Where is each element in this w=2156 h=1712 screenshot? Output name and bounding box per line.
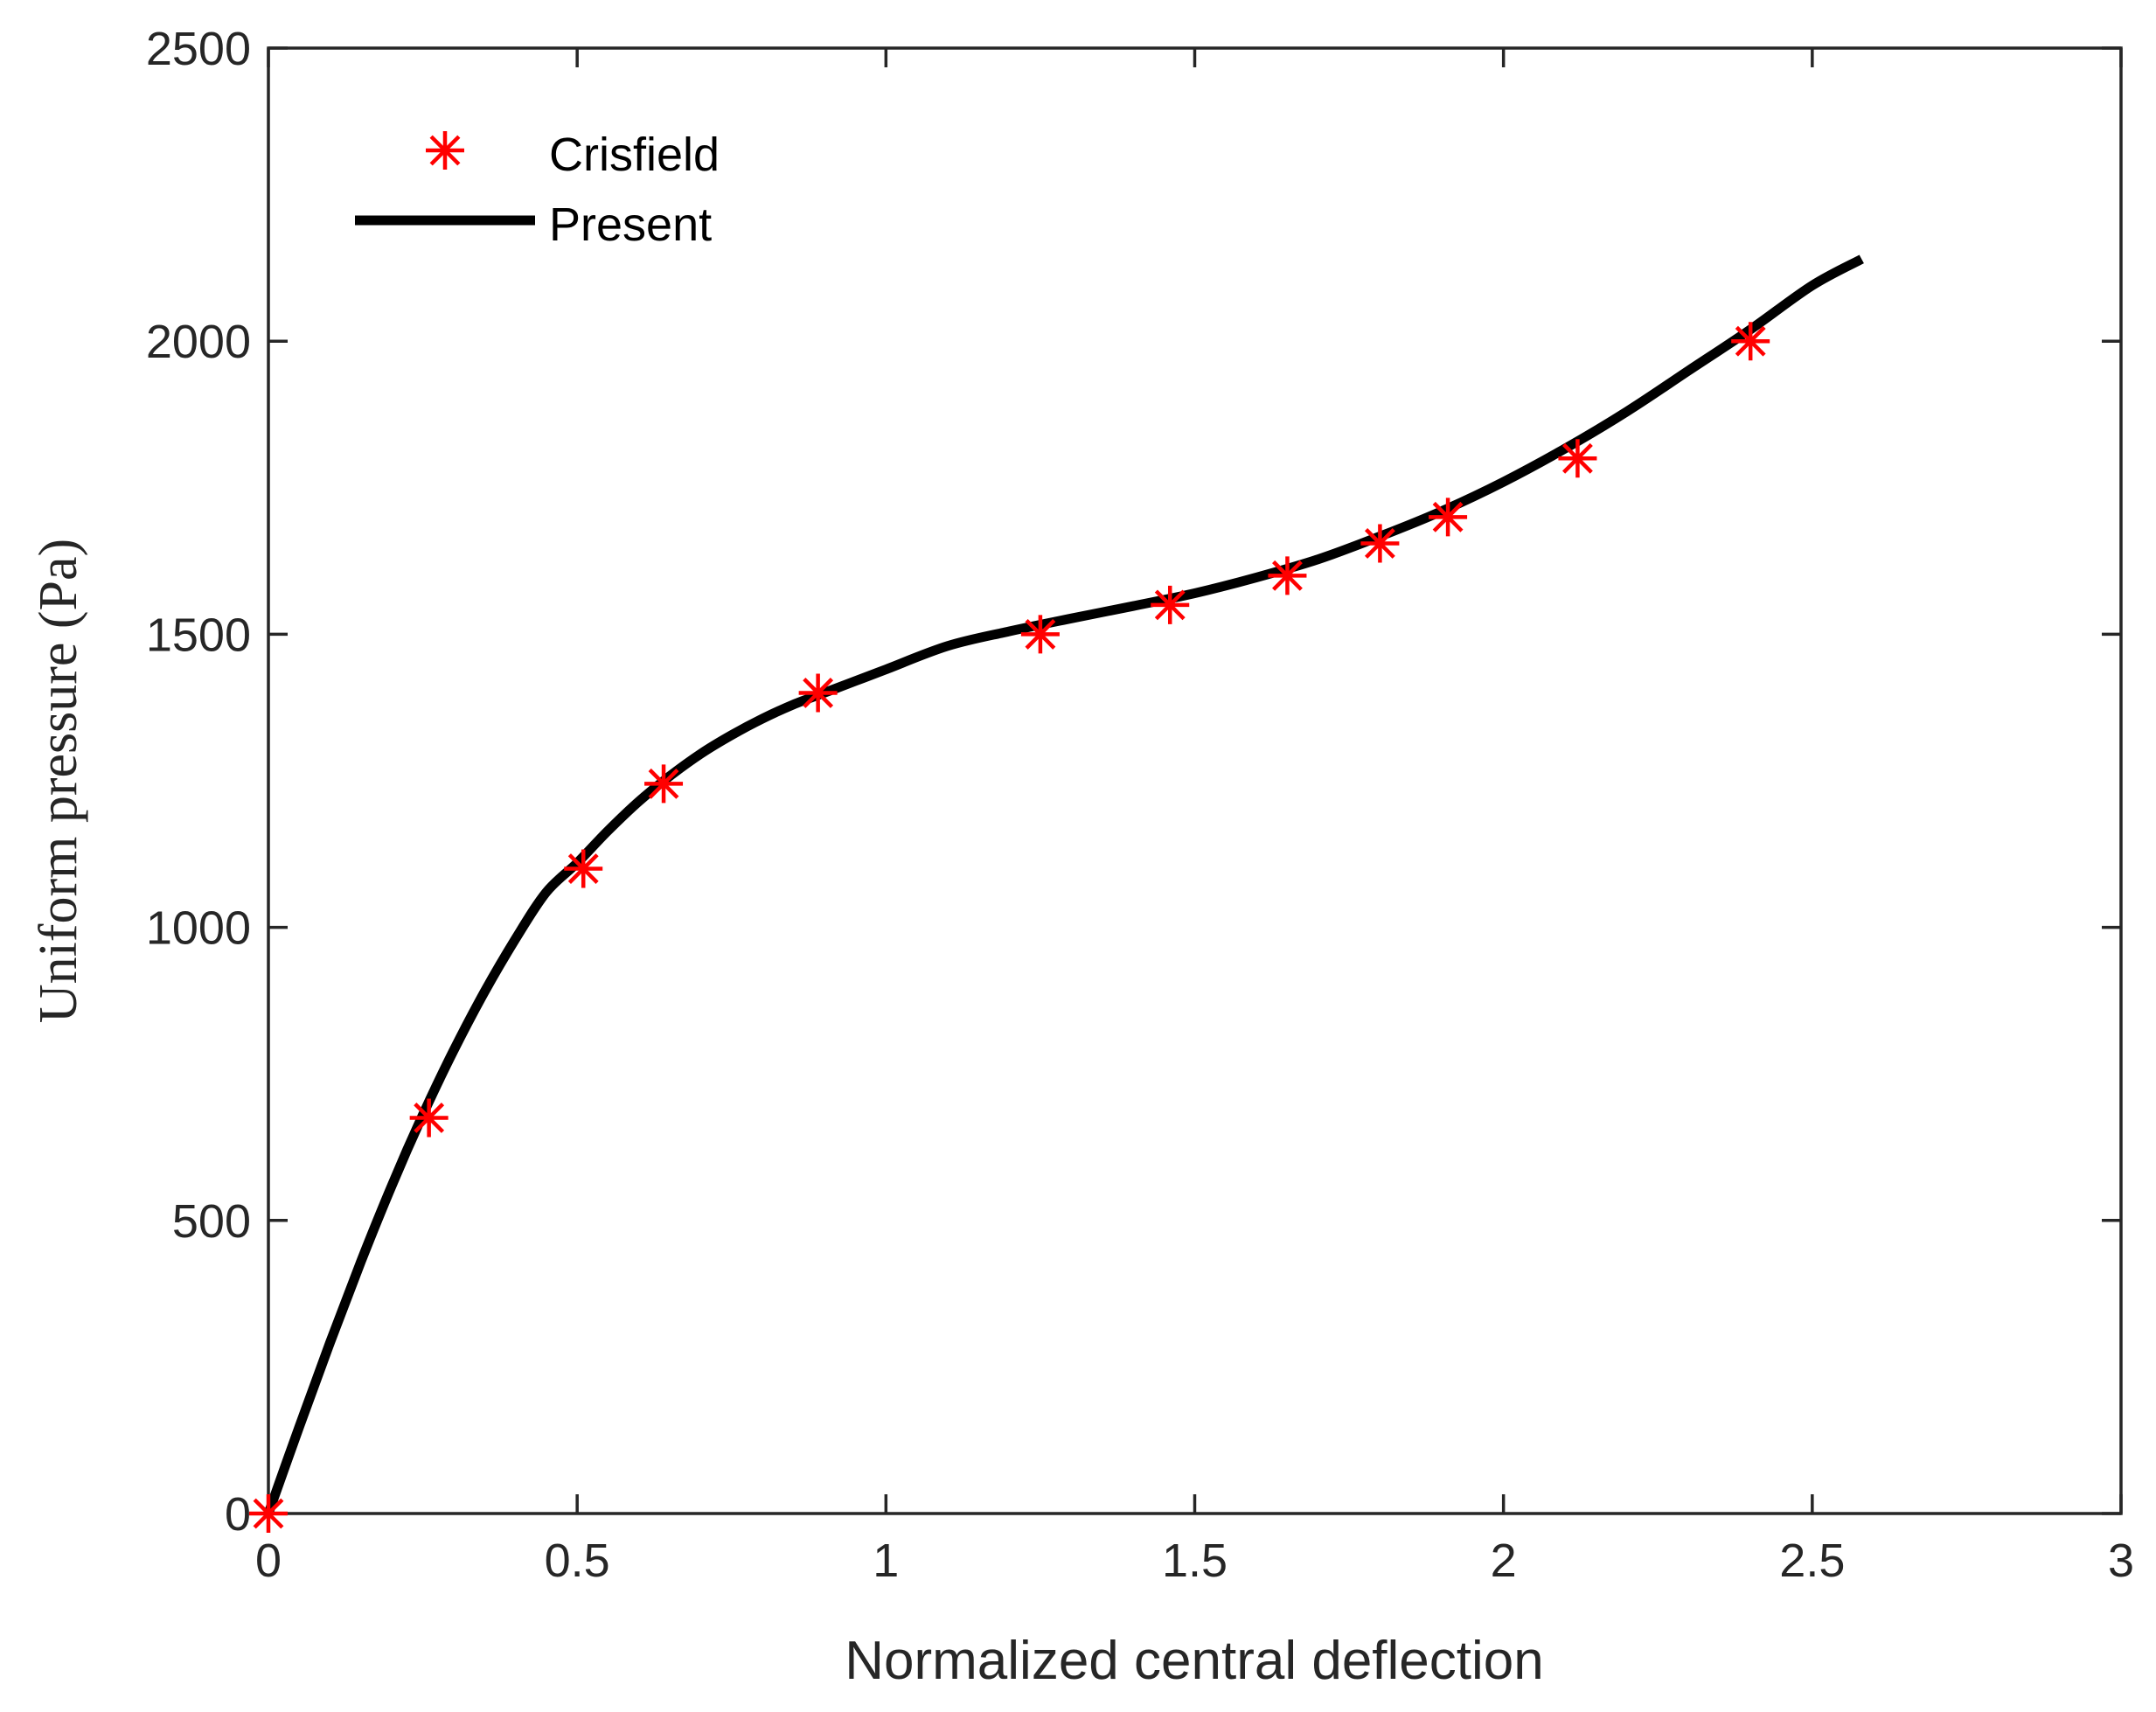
y-tick-label: 1000: [146, 902, 251, 955]
legend-asterisk: [426, 131, 464, 170]
y-tick-label: 2500: [146, 23, 251, 75]
x-tick-label: 1.5: [1162, 1535, 1228, 1587]
x-tick-label: 3: [2108, 1535, 2134, 1587]
x-tick-label: 1: [873, 1535, 899, 1587]
x-axis-title: Normalized central deflection: [845, 1631, 1544, 1691]
y-tick-label: 500: [172, 1195, 251, 1248]
series-crisfield: [249, 322, 1770, 1533]
crisfield-point: [1429, 498, 1468, 537]
y-axis-title: Uniform pressure (Pa): [29, 539, 88, 1023]
x-axis: 0 0.5 1 1.5 2 2.5 3: [255, 48, 2134, 1587]
crisfield-point: [1360, 524, 1400, 563]
x-tick-label: 2: [1491, 1535, 1517, 1587]
crisfield-point: [1151, 585, 1190, 624]
y-axis: 0 500 1000 1500 2000 2500: [146, 23, 2121, 1541]
x-tick-label: 0: [255, 1535, 282, 1587]
plot-box: [267, 46, 2123, 1515]
y-tick-label: 2000: [146, 316, 251, 368]
crisfield-point: [1731, 322, 1770, 361]
crisfield-point: [564, 849, 603, 888]
x-tick-label: 0.5: [545, 1535, 610, 1587]
legend-present-label: Present: [549, 198, 712, 251]
x-tick-label: 2.5: [1779, 1535, 1845, 1587]
crisfield-point: [798, 673, 838, 713]
y-tick-label: 0: [225, 1488, 251, 1541]
crisfield-point: [644, 764, 684, 804]
y-tick-label: 1500: [146, 609, 251, 661]
crisfield-point: [409, 1098, 449, 1138]
crisfield-point: [249, 1494, 288, 1533]
crisfield-point: [1020, 615, 1060, 654]
plot-area: [267, 46, 2123, 1515]
legend: Crisfield Present: [355, 129, 720, 251]
legend-crisfield-marker: [426, 131, 464, 170]
crisfield-point: [1268, 556, 1307, 595]
crisfield-point: [1558, 439, 1597, 478]
legend-crisfield-label: Crisfield: [549, 129, 720, 181]
